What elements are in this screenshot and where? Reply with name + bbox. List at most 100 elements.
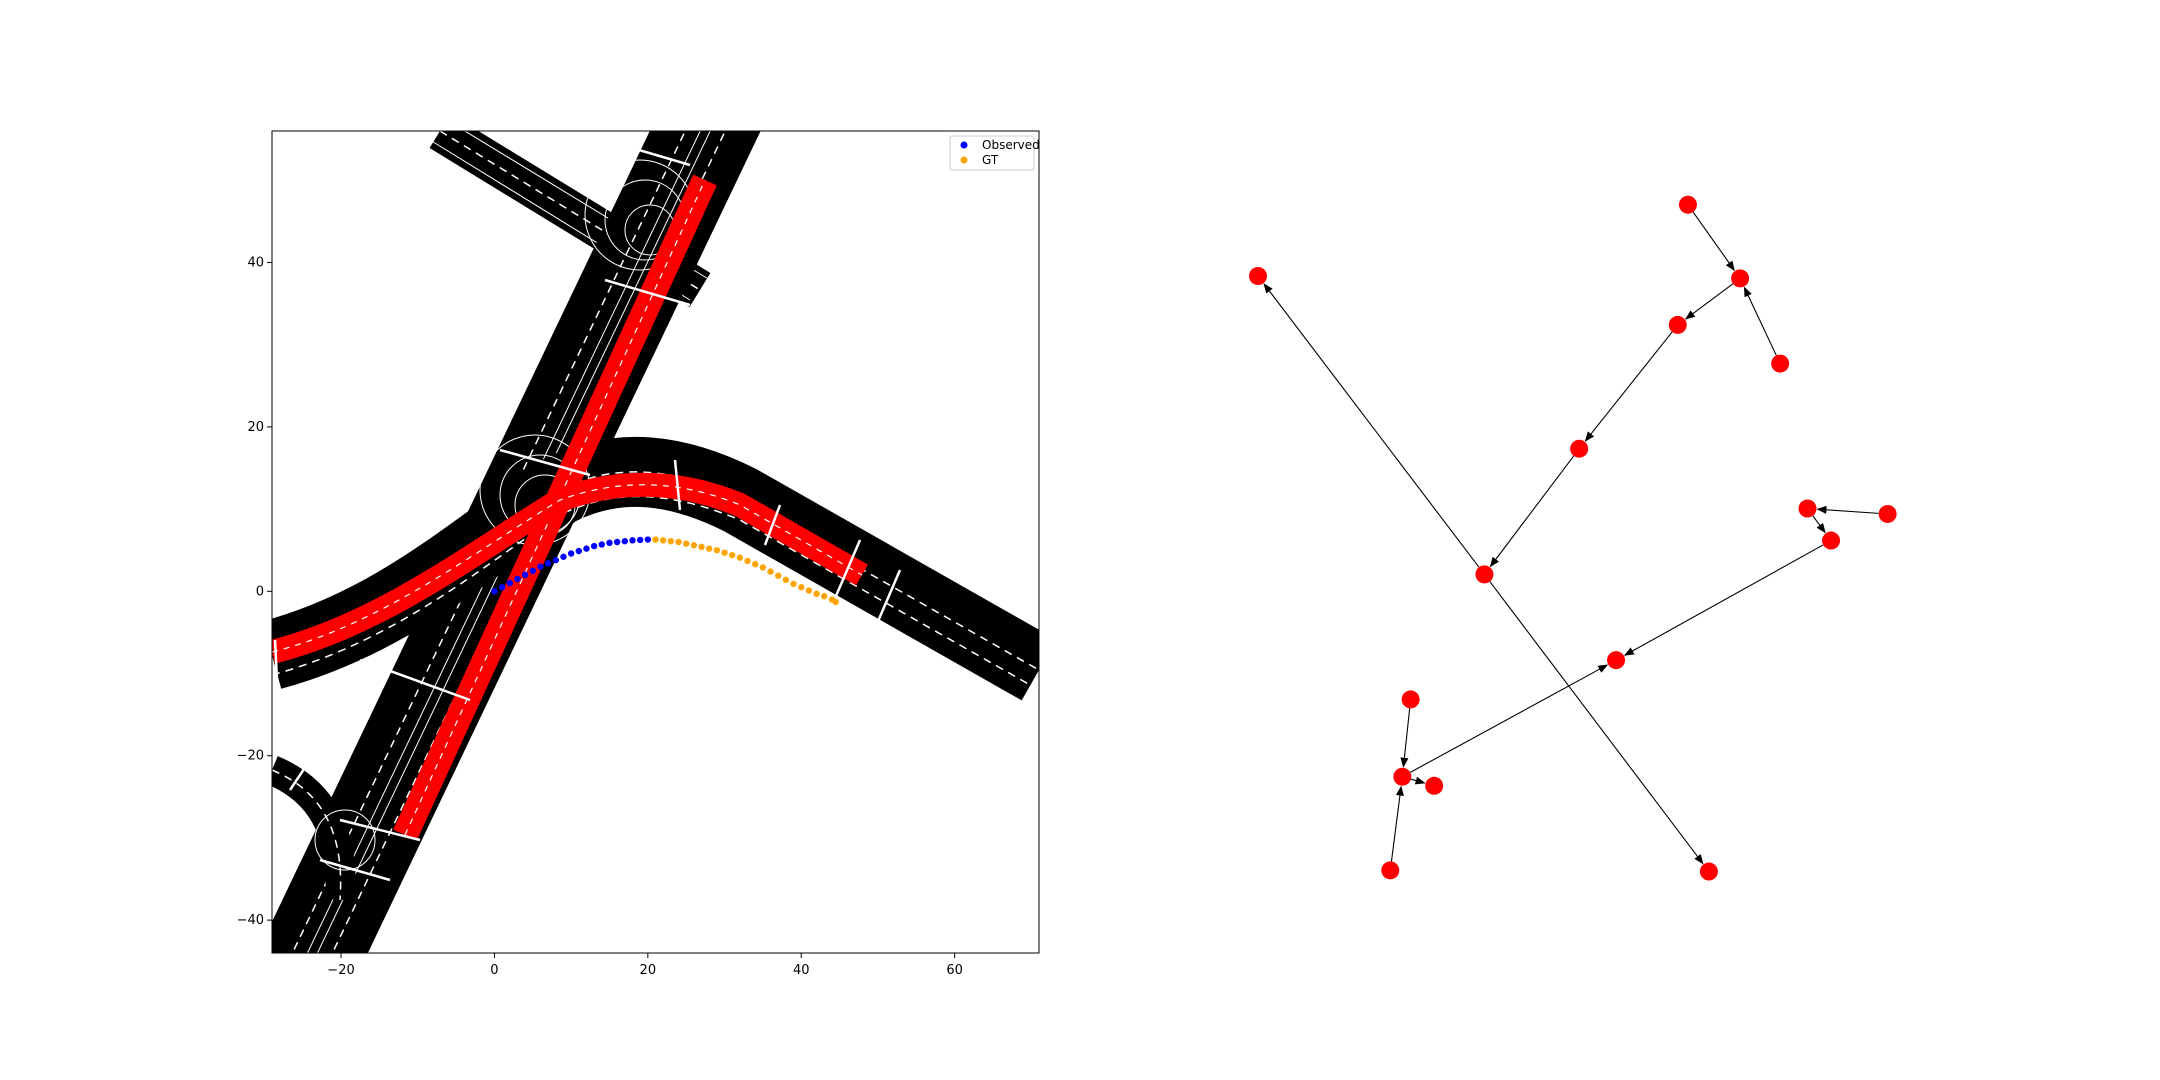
legend-observed-label: Observed — [982, 138, 1040, 152]
gt-point — [744, 557, 751, 565]
gt-point — [752, 560, 759, 568]
x-tick-label: 40 — [793, 963, 810, 978]
legend-gt-label: GT — [982, 153, 999, 167]
observed-point — [598, 541, 606, 548]
gt-point — [805, 587, 813, 594]
x-tick-label: −20 — [327, 963, 354, 978]
observed-point — [606, 539, 613, 547]
graph-node — [1798, 499, 1817, 518]
axes-frame — [271, 130, 1040, 954]
observed-point — [575, 547, 582, 555]
graph-node — [1607, 651, 1626, 670]
observed-point — [552, 556, 559, 564]
y-tick-label: 40 — [247, 256, 264, 271]
graph-edges — [1263, 211, 1879, 865]
lane-highlight-curve — [272, 472, 868, 664]
graph-edge — [1692, 211, 1735, 272]
legend-gt-marker — [960, 156, 968, 164]
graph-edge — [1400, 708, 1411, 768]
gt-point — [790, 580, 797, 588]
gt-point — [759, 564, 767, 571]
gt-point — [713, 547, 721, 554]
graph-edge — [1390, 785, 1404, 862]
observed-point — [506, 579, 513, 587]
observed-point — [583, 545, 590, 552]
graph-node — [1425, 776, 1444, 795]
graph-edge — [1489, 455, 1575, 568]
y-tick-label: 20 — [247, 420, 264, 435]
gt-point — [729, 551, 736, 559]
observed-point — [529, 567, 536, 574]
x-axis-ticks: −20 0 20 40 60 — [327, 953, 963, 978]
gt-point — [667, 537, 675, 545]
graph-node — [1668, 315, 1687, 334]
legend: Observed GT — [949, 135, 1040, 171]
graph-edge — [1263, 283, 1480, 568]
gt-point — [775, 572, 782, 579]
graph-node — [1699, 862, 1718, 881]
graph-node — [1381, 861, 1400, 880]
graph-node — [1822, 531, 1841, 550]
observed-point — [514, 575, 521, 583]
gt-point — [675, 538, 682, 546]
gt-point — [813, 590, 820, 597]
graph-nodes — [1249, 195, 1897, 881]
graph-edge — [1816, 505, 1879, 514]
gt-point — [736, 554, 744, 561]
graph-edge — [1410, 664, 1609, 773]
gt-point — [798, 584, 805, 591]
x-tick-label: 60 — [946, 963, 963, 978]
graph-node — [1678, 195, 1697, 214]
observed-point — [613, 538, 621, 546]
graph-edge — [1410, 776, 1426, 785]
y-tick-label: −20 — [237, 749, 264, 764]
observed-point — [636, 536, 644, 544]
graph-node — [1393, 767, 1412, 786]
gt-point — [698, 543, 705, 551]
y-tick-label: 0 — [256, 584, 264, 599]
graph-node — [1475, 565, 1494, 584]
gt-point — [682, 540, 690, 547]
graph-edge — [1812, 515, 1826, 534]
observed-point — [644, 536, 652, 543]
x-tick-label: 0 — [490, 963, 498, 978]
graph-node — [1570, 439, 1589, 458]
gt-point — [652, 536, 659, 543]
graph-edge — [1743, 286, 1777, 356]
x-tick-label: 20 — [640, 963, 657, 978]
graph-node — [1249, 267, 1267, 285]
map-roads — [272, 131, 1039, 953]
graph-edge — [1623, 544, 1824, 656]
observed-point — [629, 537, 636, 544]
gt-point — [832, 598, 839, 606]
observed-point — [544, 560, 552, 567]
gt-point — [690, 542, 698, 549]
graph-node — [1771, 354, 1790, 373]
observed-point — [567, 550, 575, 557]
graph-edge — [1684, 283, 1734, 320]
gt-point — [782, 576, 790, 584]
gt-point — [721, 549, 728, 556]
gt-point — [659, 537, 667, 544]
graph-node — [1401, 690, 1420, 709]
graph-edge — [1584, 331, 1673, 442]
observed-point — [521, 571, 529, 579]
gt-point — [767, 568, 774, 575]
graph-node — [1731, 269, 1750, 288]
gt-series — [652, 536, 839, 606]
graph-node — [1878, 504, 1897, 523]
observed-series — [491, 536, 652, 595]
observed-point — [491, 588, 498, 595]
gt-point — [821, 593, 828, 600]
graph-edge — [1489, 581, 1704, 865]
legend-observed-marker — [960, 141, 968, 149]
observed-point — [498, 584, 506, 591]
y-axis-ticks: −40 −20 0 20 40 — [237, 256, 272, 928]
y-tick-label: −40 — [237, 913, 264, 928]
observed-point — [560, 553, 567, 560]
observed-point — [621, 537, 629, 545]
gt-point — [705, 545, 713, 552]
observed-point — [590, 542, 598, 550]
